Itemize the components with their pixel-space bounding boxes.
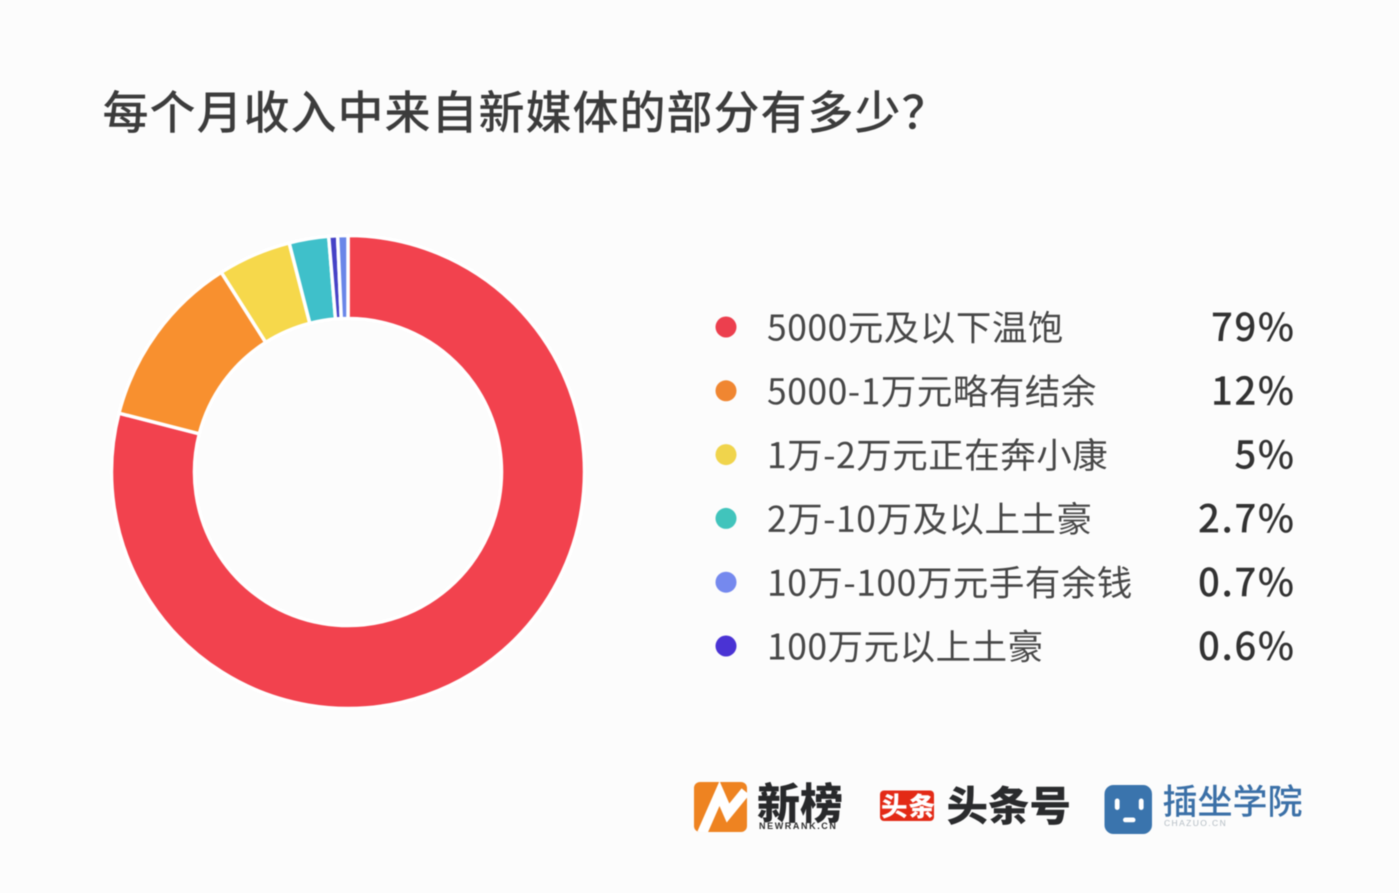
svg-text:NEWRANK.CN: NEWRANK.CN [759, 821, 838, 831]
svg-text:CHAZUO.CN: CHAZUO.CN [1164, 818, 1227, 828]
